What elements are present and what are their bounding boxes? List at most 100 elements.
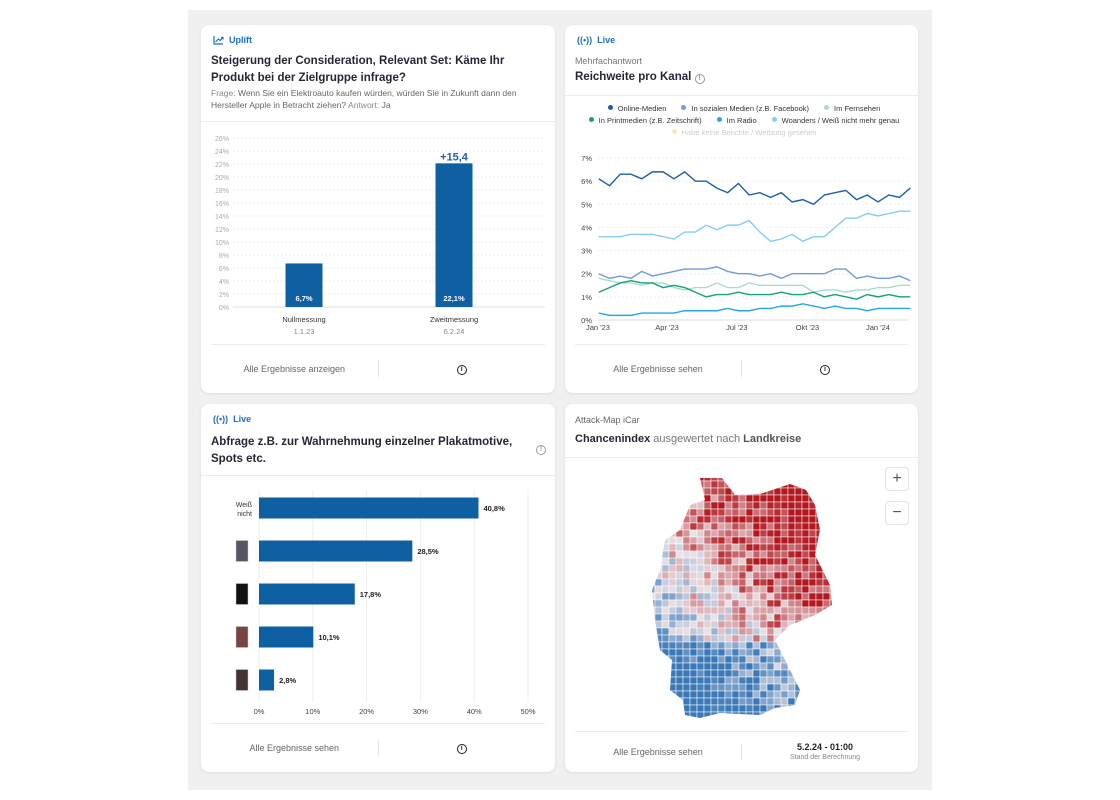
district: [661, 501, 670, 510]
district: [815, 620, 824, 629]
district: [801, 669, 810, 678]
district: [738, 704, 747, 713]
legend-item[interactable]: In sozialen Medien (z.B. Facebook): [676, 104, 809, 113]
district: [717, 655, 726, 664]
district: [682, 690, 691, 699]
district: [822, 543, 831, 552]
legend-swatch: [671, 129, 677, 134]
district: [661, 508, 670, 517]
district: [696, 536, 705, 545]
district: [682, 501, 691, 510]
district: [654, 690, 663, 699]
card-title: Abfrage z.B. zur Wahrnehmung einzelner P…: [211, 436, 513, 465]
district: [808, 522, 817, 531]
district: [689, 662, 698, 671]
district: [752, 529, 761, 538]
zoom-out-button[interactable]: −: [885, 501, 909, 525]
legend-item[interactable]: In Printmedien (z.B. Zeitschrift): [584, 116, 702, 125]
all-results-link[interactable]: Alle Ergebnisse sehen: [613, 363, 703, 374]
district: [739, 719, 746, 726]
district: [648, 719, 655, 726]
district: [766, 641, 775, 650]
district: [766, 564, 775, 573]
district: [745, 571, 754, 580]
legend-item[interactable]: Im Fernsehen: [819, 104, 880, 113]
zoom-in-button[interactable]: +: [885, 467, 909, 491]
district: [703, 634, 712, 643]
district: [822, 557, 831, 566]
district: [745, 690, 754, 699]
district: [703, 592, 712, 601]
series-line: [598, 303, 911, 317]
district: [731, 522, 740, 531]
district: [822, 606, 831, 615]
district: [731, 655, 740, 664]
district: [661, 557, 670, 566]
district: [773, 494, 782, 503]
district: [668, 655, 677, 664]
kicker: Attack-Map iCar: [575, 415, 640, 425]
category-label: Zweitmessung: [430, 315, 478, 324]
district: [822, 480, 831, 489]
district: [794, 648, 803, 657]
district: [766, 529, 775, 538]
district: [731, 585, 740, 594]
info-icon[interactable]: i: [456, 743, 467, 754]
legend-item[interactable]: Habe keine Berichte / Werbung gesehen: [667, 128, 816, 137]
district: [661, 480, 670, 489]
district: [710, 655, 719, 664]
district: [696, 515, 705, 524]
district: [675, 578, 684, 587]
info-icon[interactable]: i: [820, 364, 830, 375]
district: [675, 529, 684, 538]
district: [759, 634, 768, 643]
district: [794, 515, 803, 524]
district: [801, 557, 810, 566]
district: [675, 641, 684, 650]
info-icon[interactable]: !: [536, 445, 546, 455]
district: [731, 634, 740, 643]
district: [689, 557, 698, 566]
legend-item[interactable]: Im Radio: [712, 116, 757, 125]
district: [696, 564, 705, 573]
district: [822, 648, 831, 657]
district: [787, 536, 796, 545]
district: [668, 620, 677, 629]
district: [808, 585, 817, 594]
district: [724, 697, 733, 706]
district: [787, 550, 796, 559]
district: [801, 620, 810, 629]
district: [766, 613, 775, 622]
all-results-link[interactable]: Alle Ergebnisse sehen: [249, 742, 340, 753]
district: [696, 578, 705, 587]
district: [794, 501, 803, 510]
district: [815, 536, 824, 545]
district: [654, 655, 663, 664]
district: [689, 508, 698, 517]
info-icon[interactable]: i: [456, 364, 467, 375]
district: [675, 487, 684, 496]
reach-line-chart: 0% 1% 2% 3% 4% 5% 6% 7% Jan '23 Apr '23 Jul '23 Okt…: [581, 154, 911, 332]
district: [661, 697, 670, 706]
district: [731, 690, 740, 699]
district: [780, 543, 789, 552]
district: [724, 571, 733, 580]
district: [654, 704, 663, 713]
legend-item[interactable]: Woanders / Weiß nicht mehr genau: [767, 116, 899, 125]
district: [652, 522, 656, 531]
district: [661, 704, 670, 713]
district: [661, 648, 670, 657]
district: [675, 683, 684, 692]
district: [717, 522, 726, 531]
district: [822, 676, 831, 685]
district: [780, 683, 789, 692]
district: [780, 557, 789, 566]
germany-district-map[interactable]: [565, 404, 918, 734]
all-results-link[interactable]: Alle Ergebnisse sehen: [613, 746, 703, 757]
all-results-link[interactable]: Alle Ergebnisse anzeigen: [243, 363, 346, 374]
legend-item[interactable]: Online-Medien: [603, 104, 666, 113]
district: [773, 515, 782, 524]
info-icon[interactable]: !: [694, 74, 705, 84]
district: [654, 592, 663, 601]
district: [703, 620, 712, 629]
